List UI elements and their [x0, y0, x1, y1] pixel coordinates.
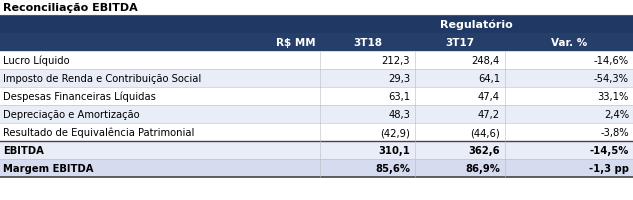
Text: 48,3: 48,3 — [388, 109, 410, 119]
Text: Reconciliação EBITDA: Reconciliação EBITDA — [3, 3, 138, 13]
Text: -54,3%: -54,3% — [594, 74, 629, 84]
Text: -3,8%: -3,8% — [600, 127, 629, 137]
Text: 86,9%: 86,9% — [465, 163, 500, 173]
Bar — [0, 70, 633, 88]
Text: 2,4%: 2,4% — [604, 109, 629, 119]
Text: Depreciação e Amortização: Depreciação e Amortização — [3, 109, 140, 119]
Text: 362,6: 362,6 — [468, 145, 500, 155]
Bar — [0, 52, 633, 70]
Text: R$ MM: R$ MM — [277, 38, 316, 48]
Text: (42,9): (42,9) — [380, 127, 410, 137]
Text: Var. %: Var. % — [551, 38, 587, 48]
Text: Lucro Líquido: Lucro Líquido — [3, 55, 70, 66]
Text: -1,3 pp: -1,3 pp — [589, 163, 629, 173]
Text: 3T17: 3T17 — [446, 38, 475, 48]
Bar — [0, 0, 633, 16]
Text: 248,4: 248,4 — [472, 56, 500, 66]
Text: (44,6): (44,6) — [470, 127, 500, 137]
Text: EBITDA: EBITDA — [3, 145, 44, 155]
Bar — [0, 34, 633, 52]
Bar — [0, 159, 633, 177]
Bar — [0, 88, 633, 105]
Text: 85,6%: 85,6% — [375, 163, 410, 173]
Text: Imposto de Renda e Contribuição Social: Imposto de Renda e Contribuição Social — [3, 74, 201, 84]
Text: 3T18: 3T18 — [353, 38, 382, 48]
Text: 212,3: 212,3 — [382, 56, 410, 66]
Text: Despesas Financeiras Líquidas: Despesas Financeiras Líquidas — [3, 91, 156, 102]
Text: 63,1: 63,1 — [388, 92, 410, 101]
Text: 47,2: 47,2 — [478, 109, 500, 119]
Text: -14,6%: -14,6% — [594, 56, 629, 66]
Text: 310,1: 310,1 — [378, 145, 410, 155]
Text: -14,5%: -14,5% — [589, 145, 629, 155]
Bar — [0, 105, 633, 123]
Bar — [0, 123, 633, 141]
Text: 33,1%: 33,1% — [598, 92, 629, 101]
Text: Margem EBITDA: Margem EBITDA — [3, 163, 94, 173]
Text: Resultado de Equivalência Patrimonial: Resultado de Equivalência Patrimonial — [3, 127, 194, 138]
Bar — [0, 16, 633, 34]
Bar — [0, 141, 633, 159]
Text: 47,4: 47,4 — [478, 92, 500, 101]
Text: 29,3: 29,3 — [388, 74, 410, 84]
Text: 64,1: 64,1 — [478, 74, 500, 84]
Text: Regulatório: Regulatório — [440, 20, 513, 30]
